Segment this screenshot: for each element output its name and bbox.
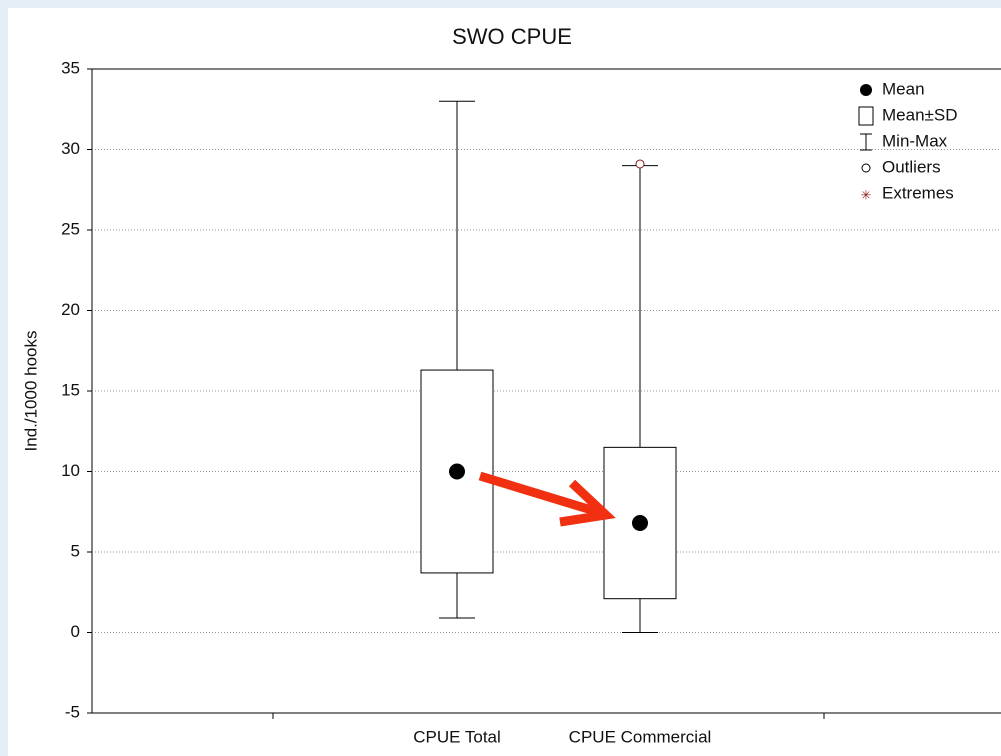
- annotation-arrow: [478, 471, 616, 527]
- legend-label: Extremes: [882, 183, 954, 202]
- legend-box: [858, 106, 874, 126]
- mean-dot: [449, 463, 465, 480]
- legend-mean: [860, 84, 872, 96]
- y-axis-label: Ind./1000 hooks: [21, 331, 40, 452]
- legend-label: Mean: [882, 79, 925, 98]
- legend-outlier: [861, 163, 871, 173]
- arrow-head: [559, 479, 616, 527]
- y-tick-label: -5: [65, 702, 80, 721]
- y-tick-label: 0: [71, 622, 80, 641]
- legend-label: Outliers: [882, 157, 941, 176]
- y-tick-label: 30: [61, 139, 80, 158]
- x-tick-label: CPUE Total: [413, 727, 501, 746]
- y-tick-label: 10: [61, 461, 80, 480]
- legend-label: Min-Max: [882, 131, 948, 150]
- y-tick-label: 20: [61, 300, 80, 319]
- x-tick-label: CPUE Commercial: [569, 727, 712, 746]
- legend-label: Mean±SD: [882, 105, 957, 124]
- chart-title: SWO CPUE: [452, 24, 572, 49]
- legend-whisker: [860, 133, 872, 151]
- outlier: [635, 159, 645, 169]
- y-tick-label: 15: [61, 380, 80, 399]
- mean-dot: [632, 515, 648, 532]
- arrow-shaft: [478, 471, 600, 517]
- y-tick-label: 35: [61, 58, 80, 77]
- panel: [8, 8, 1001, 756]
- y-tick-label: 25: [61, 219, 80, 238]
- y-tick-label: 5: [71, 541, 80, 560]
- legend-extreme: ✳: [861, 187, 872, 202]
